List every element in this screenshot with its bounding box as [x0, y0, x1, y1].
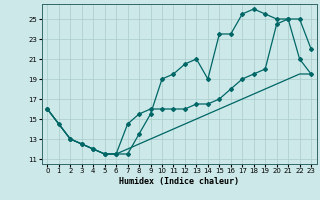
X-axis label: Humidex (Indice chaleur): Humidex (Indice chaleur)	[119, 177, 239, 186]
